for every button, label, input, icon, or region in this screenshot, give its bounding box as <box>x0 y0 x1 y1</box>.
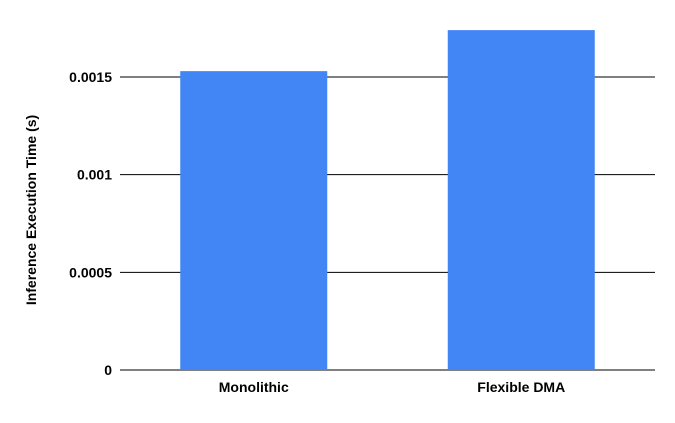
y-tick-label: 0 <box>104 362 112 378</box>
bars <box>180 30 595 371</box>
y-tick-label: 0.0005 <box>69 264 112 280</box>
x-category-label: Flexible DMA <box>477 379 565 395</box>
y-tick-labels: 0 0.0005 0.001 0.0015 <box>69 69 112 378</box>
x-category-label: Monolithic <box>219 379 289 395</box>
x-category-labels: Monolithic Flexible DMA <box>219 379 565 395</box>
y-tick-label: 0.001 <box>77 167 112 183</box>
bar-monolithic <box>180 71 328 370</box>
y-axis-title: Inference Execution Time (s) <box>23 115 39 305</box>
y-tick-label: 0.0015 <box>69 69 112 85</box>
bar-flexible-dma <box>447 30 595 371</box>
